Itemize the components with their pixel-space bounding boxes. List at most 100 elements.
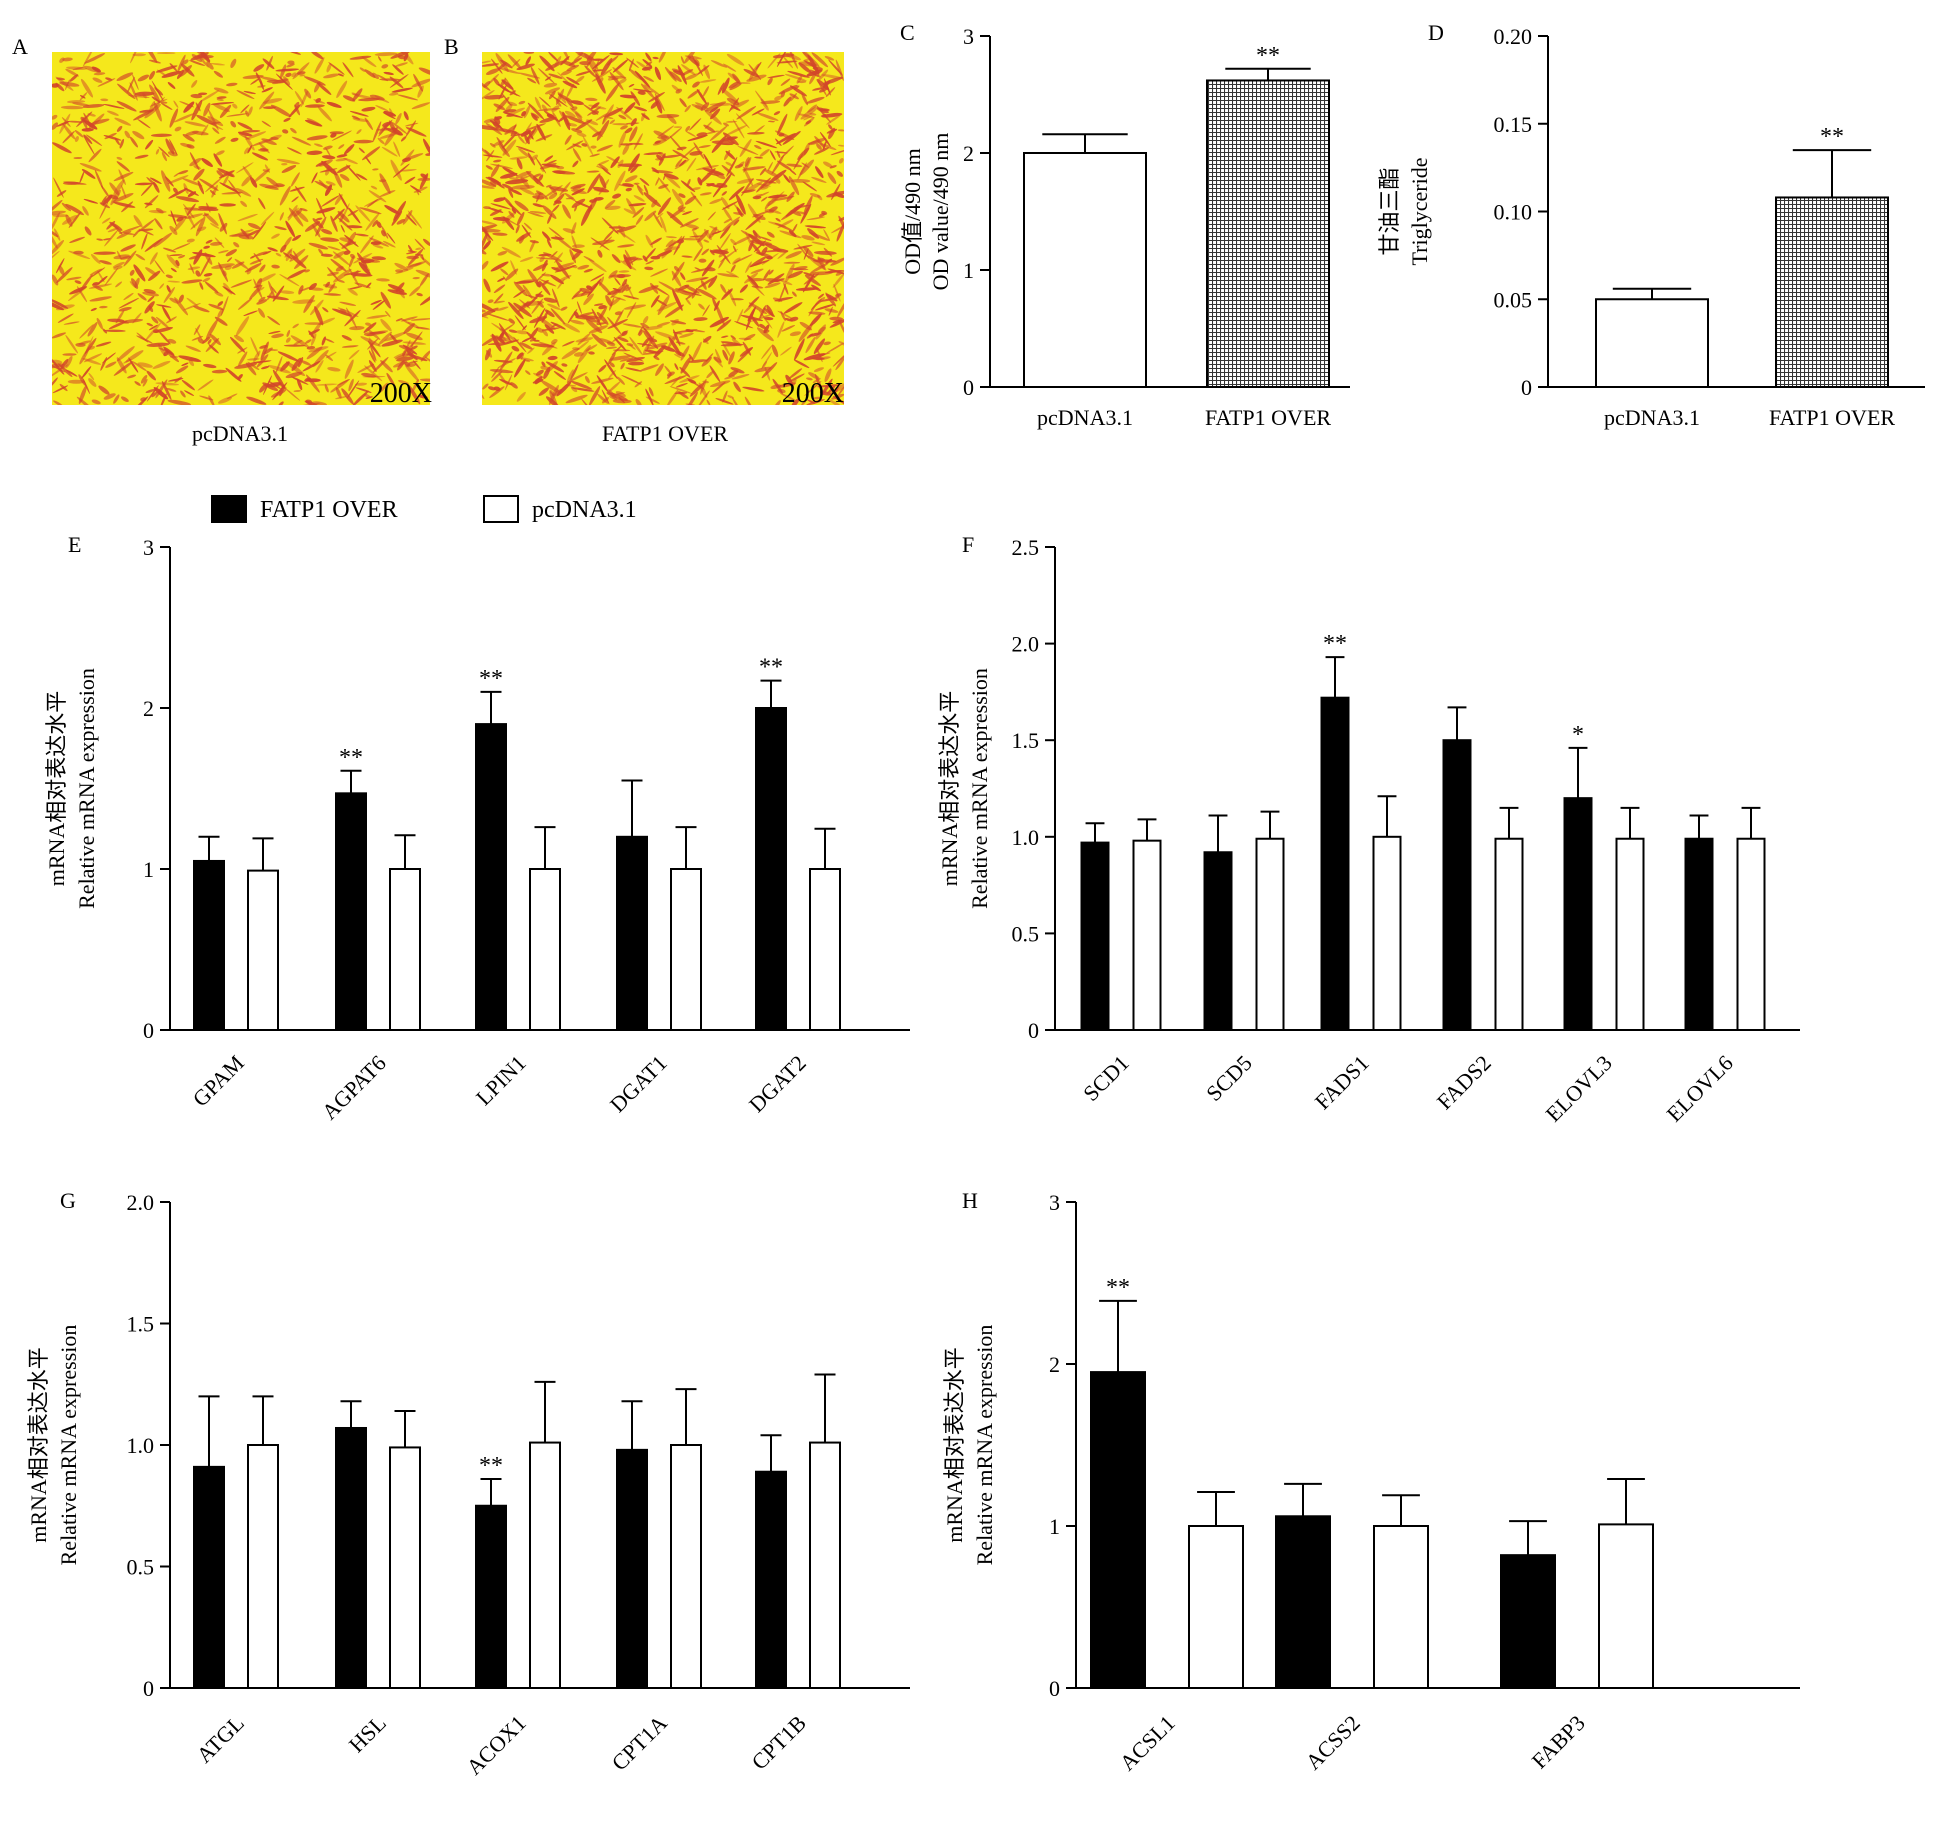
y-tick-label: 0.10 — [1494, 200, 1533, 225]
significance-mark: ** — [759, 655, 783, 681]
category-label: LPIN1 — [471, 1050, 531, 1110]
y-tick-label: 0.05 — [1494, 287, 1533, 312]
category-label: ACSL1 — [1115, 1710, 1180, 1775]
significance-mark: ** — [1820, 124, 1844, 150]
stain-texture — [482, 52, 844, 405]
category-label: FADS1 — [1310, 1050, 1374, 1114]
panel-letter: G — [60, 1188, 76, 1213]
category-label: SCD1 — [1078, 1050, 1134, 1106]
bar-fatp1-over — [1775, 196, 1889, 388]
y-tick-label: 0 — [1049, 1676, 1060, 1701]
significance-mark: ** — [1323, 631, 1347, 657]
category-label: SCD5 — [1201, 1050, 1257, 1106]
svg-text:200X: 200X — [782, 378, 844, 408]
y-tick-label: 1.5 — [127, 1312, 155, 1337]
bar-control-atgl — [247, 1444, 279, 1689]
chart-d: D 0 0.05 0.10 0.15 0.20 甘油三酯 Triglyceride pcDNA3… — [1377, 20, 1925, 430]
y-axis-label: 甘油三酯 — [1377, 167, 1402, 255]
category-label: HSL — [344, 1710, 391, 1757]
y-axis-label: Relative mRNA expression — [56, 1325, 81, 1566]
category-label: GPAM — [188, 1050, 249, 1111]
bar-fatp1-atgl — [193, 1465, 225, 1689]
bar-fatp1-elovl3 — [1563, 797, 1593, 1031]
bar-pcdna3-1 — [1023, 152, 1147, 388]
category-label: ACOX1 — [461, 1710, 531, 1780]
bar-control-acsl1 — [1188, 1525, 1244, 1689]
legend-label: FATP1 OVER — [260, 497, 398, 523]
bar-control-fabp3 — [1598, 1523, 1654, 1689]
bar-fatp1-acsl1 — [1090, 1371, 1146, 1689]
category-label: FABP3 — [1527, 1710, 1590, 1773]
bar-control-scd5 — [1255, 837, 1285, 1031]
bar-control-dgat2 — [809, 868, 841, 1031]
y-tick-label: 2.0 — [1012, 632, 1040, 657]
chart-g: G 0 0.5 1.0 1.5 2.0 mRNA相对表达水平 Relative mRNA ex… — [26, 1188, 910, 1780]
svg-text:A: A — [12, 34, 28, 59]
category-label: pcDNA3.1 — [1037, 405, 1133, 430]
y-axis-label: mRNA相对表达水平 — [942, 1347, 967, 1543]
y-tick-label: 1 — [1049, 1514, 1060, 1539]
panel-letter: H — [962, 1188, 978, 1213]
significance-mark: ** — [479, 666, 503, 692]
bar-control-acss2 — [1373, 1525, 1429, 1689]
y-axis-label: Relative mRNA expression — [74, 668, 99, 909]
y-tick-label: 2 — [963, 141, 974, 166]
micrograph-pcdna31 — [52, 52, 430, 405]
bar-fatp1-hsl — [335, 1426, 367, 1689]
y-tick-label: 2.5 — [1012, 535, 1040, 560]
category-label: FATP1 OVER — [1205, 405, 1331, 430]
bar-control-cpt1b — [809, 1441, 841, 1689]
category-label: FADS2 — [1432, 1050, 1496, 1114]
legend-label: pcDNA3.1 — [532, 497, 637, 523]
y-tick-label: 1 — [143, 857, 154, 882]
category-label: ATGL — [191, 1710, 248, 1767]
category-label: AGPAT6 — [317, 1050, 391, 1124]
bar-control-lpin1 — [529, 868, 561, 1031]
bar-fatp1-scd5 — [1203, 851, 1233, 1031]
significance-mark: ** — [339, 745, 363, 771]
y-tick-label: 2 — [143, 696, 154, 721]
y-tick-label: 1 — [963, 258, 974, 283]
panel-a-magnification: 200X — [370, 378, 432, 408]
svg-text:B: B — [444, 34, 459, 59]
y-tick-label: 3 — [143, 535, 154, 560]
y-tick-label: 0.15 — [1494, 112, 1533, 137]
panel-a-letter: A — [12, 34, 28, 59]
category-label: pcDNA3.1 — [1604, 405, 1700, 430]
y-tick-label: 3 — [1049, 1190, 1060, 1215]
micrograph-b-image — [482, 52, 844, 405]
bar-control-scd1 — [1132, 839, 1162, 1031]
y-tick-label: 0 — [963, 375, 974, 400]
bar-control-gpam — [247, 869, 279, 1031]
y-axis-label: OD value/490 nm — [928, 133, 953, 291]
category-label: ELOVL6 — [1661, 1050, 1737, 1126]
y-tick-label: 1.0 — [127, 1433, 155, 1458]
y-tick-label: 0 — [1028, 1018, 1039, 1043]
bar-fatp1-over — [1206, 79, 1330, 389]
bar-fatp1-acss2 — [1275, 1515, 1331, 1690]
category-label: DGAT1 — [605, 1050, 672, 1117]
bar-control-dgat1 — [670, 868, 702, 1031]
significance-mark: * — [1572, 722, 1584, 748]
category-label: ACSS2 — [1300, 1710, 1364, 1774]
panel-letter: E — [68, 532, 81, 557]
legend-swatch — [211, 495, 247, 523]
legend-swatch — [483, 495, 519, 523]
bar-fatp1-agpat6 — [335, 792, 367, 1032]
category-label: CPT1B — [747, 1710, 811, 1774]
y-axis-label: Triglyceride — [1407, 158, 1432, 266]
category-label: FATP1 OVER — [1769, 405, 1895, 430]
stain-texture — [52, 52, 430, 405]
legend: FATP1 OVER pcDNA3.1 — [211, 495, 637, 523]
bar-fatp1-acox1 — [475, 1504, 507, 1689]
y-tick-label: 0.5 — [1012, 921, 1040, 946]
y-axis-label: mRNA相对表达水平 — [26, 1347, 51, 1543]
bar-control-acox1 — [529, 1441, 561, 1689]
bar-control-cpt1a — [670, 1444, 702, 1689]
bar-fatp1-elovl6 — [1684, 837, 1714, 1031]
y-axis-label: OD值/490 nm — [900, 148, 925, 275]
significance-mark: ** — [479, 1453, 503, 1479]
y-tick-label: 0.5 — [127, 1555, 155, 1580]
